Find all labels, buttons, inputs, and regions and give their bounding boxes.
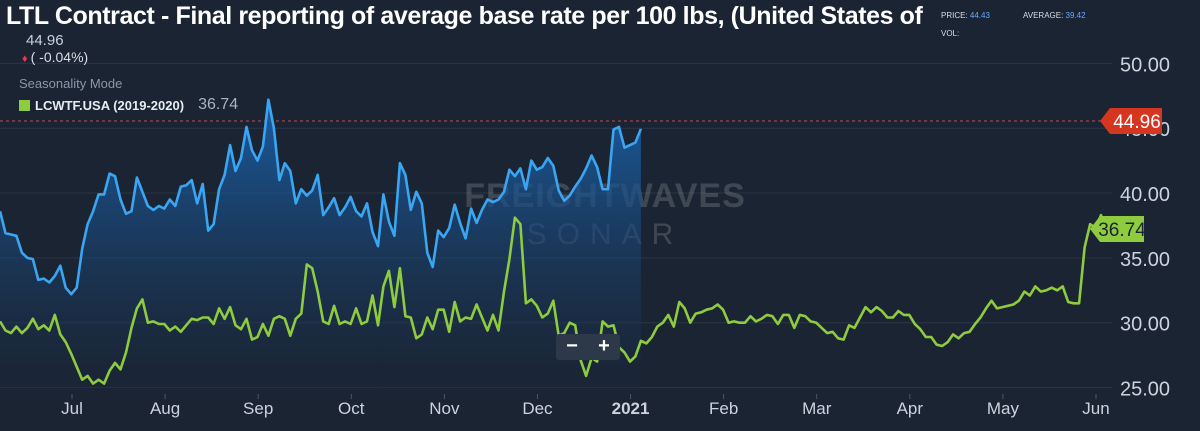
zoom-controls: − + [556,334,620,360]
legend-name: LCWTF.USA (2019-2020) [35,97,185,113]
x-tick-label: Jul [61,399,83,418]
info-average-value: 39.42 [1065,11,1086,20]
series-line-seasonal [0,213,1113,385]
legend-swatch [19,99,30,111]
info-price-label: PRICE: [941,11,968,20]
series-line-primary [0,98,643,296]
info-vol: VOL: [941,29,959,38]
price-change-value: ( -0.04%) [30,49,89,65]
zoom-in-button[interactable]: + [598,335,610,357]
current-price-label: 44.96 [1113,112,1161,133]
y-tick-label: 35.00 [1120,249,1170,271]
seasonal-price-marker: 36.74 [1090,216,1146,242]
legend-value: 36.74 [198,96,239,113]
y-tick-label: 40.00 [1120,184,1170,206]
x-tick-label: Oct [338,399,365,418]
x-tick-label: Aug [150,399,180,418]
y-tick-label: 30.00 [1120,314,1170,336]
seasonal-price-label: 36.74 [1098,220,1146,241]
info-price: PRICE: 44.43 [941,11,990,20]
x-tick-label: Feb [709,399,738,418]
x-axis: Jul Aug Sep Oct Nov Dec 2021 Feb Mar Apr May Jun [61,394,1110,418]
y-tick-label: 25.00 [1120,379,1170,401]
zoom-out-button[interactable]: − [566,335,578,357]
legend-item[interactable]: LCWTF.USA (2019-2020) 36.74 [19,96,238,114]
x-tick-label: Mar [802,399,832,418]
x-tick-label: Apr [897,399,924,418]
down-diamond-icon: ♦ [22,53,28,65]
x-tick-label: Nov [429,399,460,418]
x-tick-label: Jun [1082,399,1109,418]
x-tick-label: Dec [522,399,553,418]
x-tick-label: May [987,399,1020,418]
info-average-label: AVERAGE: [1023,11,1064,20]
price-change: ♦( -0.04%) [22,49,88,65]
current-price-marker: 44.96 [1100,108,1162,134]
current-price: 44.96 [26,32,64,49]
chart-title: LTL Contract - Final reporting of averag… [6,2,928,30]
area-fill-primary [0,99,641,394]
y-tick-label: 50.00 [1120,54,1170,76]
info-price-value: 44.43 [969,11,990,20]
seasonality-mode-label: Seasonality Mode [19,76,123,91]
x-tick-label: 2021 [612,399,650,418]
info-vol-label: VOL: [941,29,960,38]
x-tick-label: Sep [243,399,273,418]
info-average: AVERAGE: 39.42 [1023,11,1086,20]
